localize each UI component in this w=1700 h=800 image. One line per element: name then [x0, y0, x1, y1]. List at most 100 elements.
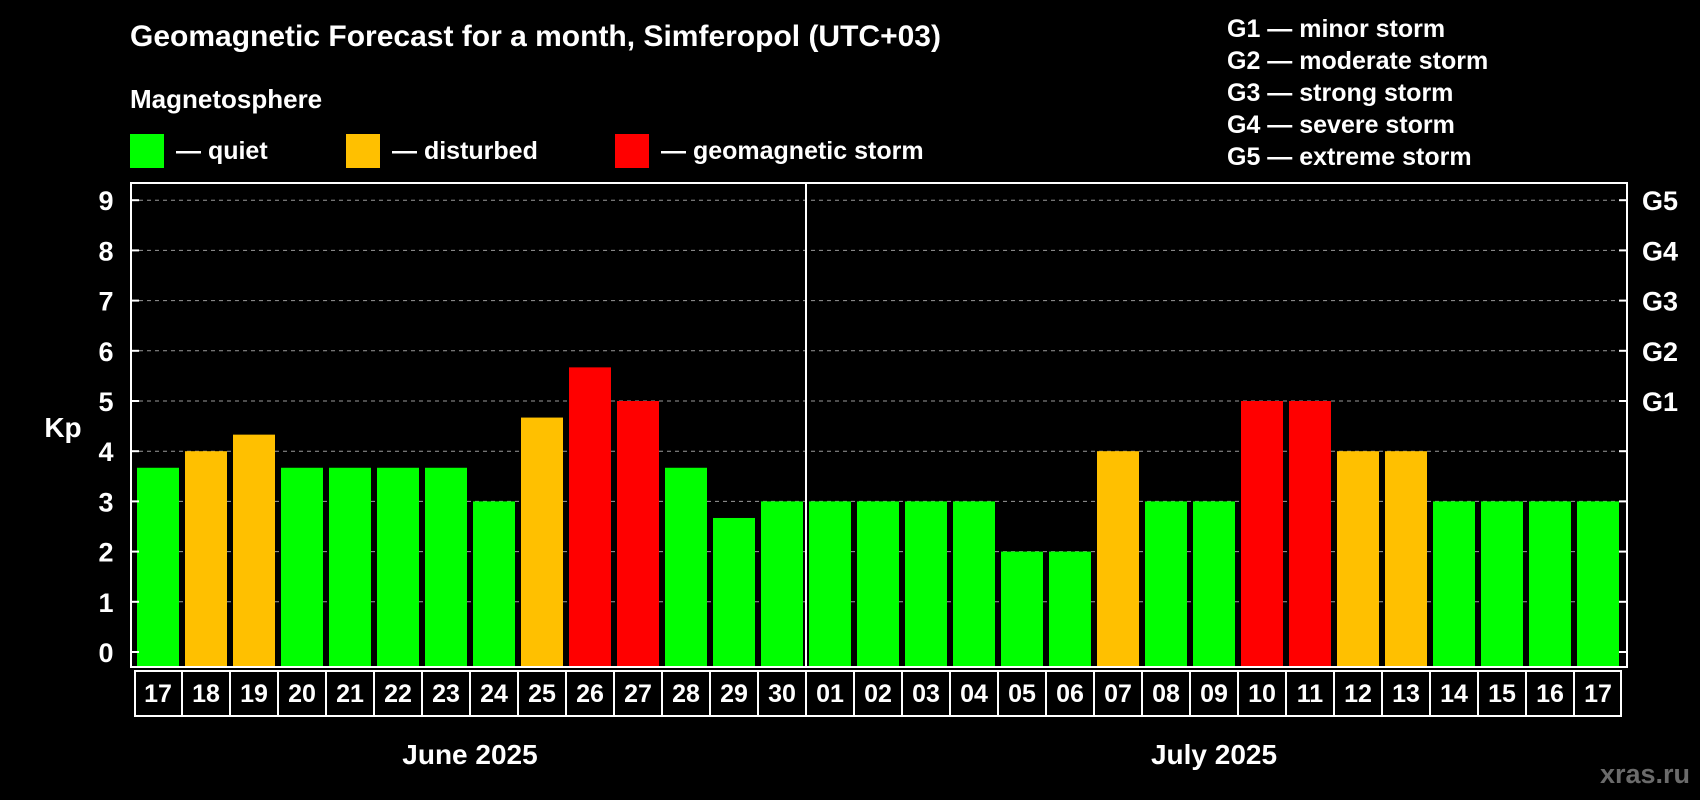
date-label: 26: [576, 680, 604, 708]
date-label: 03: [912, 680, 940, 708]
kp-bar: [1049, 551, 1091, 666]
storm-level-g2: G2 — moderate storm: [1227, 47, 1489, 75]
date-axis-box: [134, 670, 1622, 717]
kp-bar: [617, 401, 659, 666]
kp-bar: [857, 501, 899, 666]
kp-bar: [809, 501, 851, 666]
storm-level-label: G4: [1642, 236, 1678, 266]
date-label: 04: [960, 680, 988, 708]
chart-title: Geomagnetic Forecast for a month, Simfer…: [130, 20, 941, 53]
kp-bar: [1385, 451, 1427, 666]
date-label: 30: [768, 680, 796, 708]
kp-bar: [1097, 451, 1139, 666]
storm-level-label: G1: [1642, 387, 1678, 417]
storm-level-g1: G1 — minor storm: [1227, 15, 1446, 43]
date-label: 02: [864, 680, 892, 708]
kp-bar: [1433, 501, 1475, 666]
legend-title: Magnetosphere: [130, 84, 323, 114]
date-label: 13: [1392, 680, 1420, 708]
kp-bar: [425, 467, 467, 666]
legend-swatch-disturbed: [346, 134, 380, 168]
date-label: 09: [1200, 680, 1228, 708]
y-tick-label: 1: [98, 588, 113, 618]
date-label: 22: [384, 680, 412, 708]
storm-level-g5: G5 — extreme storm: [1227, 143, 1472, 171]
date-label: 07: [1104, 680, 1132, 708]
date-label: 12: [1344, 680, 1372, 708]
kp-bar: [1241, 401, 1283, 666]
kp-bar: [473, 501, 515, 666]
date-label: 23: [432, 680, 460, 708]
date-label: 17: [1584, 680, 1612, 708]
date-label: 15: [1488, 680, 1516, 708]
y-tick-label: 8: [98, 236, 113, 266]
legend-item-disturbed: — disturbed: [346, 134, 538, 168]
legend-label-quiet: — quiet: [176, 136, 268, 165]
date-label: 28: [672, 680, 700, 708]
kp-bar: [905, 501, 947, 666]
month-label: June 2025: [402, 739, 537, 770]
y-tick-label: 4: [98, 437, 113, 467]
y-tick-label: 2: [98, 538, 113, 568]
date-label: 25: [528, 680, 556, 708]
date-label: 29: [720, 680, 748, 708]
kp-bar: [665, 467, 707, 666]
legend-label-disturbed: — disturbed: [392, 136, 538, 165]
date-label: 24: [480, 680, 508, 708]
kp-bar: [521, 417, 563, 666]
kp-bar: [1337, 451, 1379, 666]
date-label: 18: [192, 680, 220, 708]
y-tick-label: 9: [98, 186, 113, 216]
storm-level-g3: G3 — strong storm: [1227, 79, 1454, 107]
legend-item-quiet: — quiet: [130, 134, 268, 168]
storm-level-label: G2: [1642, 337, 1678, 367]
kp-bar: [1289, 401, 1331, 666]
kp-bar: [761, 501, 803, 666]
date-label: 16: [1536, 680, 1564, 708]
kp-bar: [329, 467, 371, 666]
storm-level-label: G3: [1642, 287, 1678, 317]
legend-item-storm: — geomagnetic storm: [615, 134, 924, 168]
y-tick-label: 0: [98, 638, 113, 668]
kp-bar: [377, 467, 419, 666]
y-tick-label: 6: [98, 337, 113, 367]
date-label: 19: [240, 680, 268, 708]
storm-level-legend: G1 — minor storm G2 — moderate storm G3 …: [1227, 13, 1488, 173]
kp-bar: [713, 517, 755, 666]
date-label: 20: [288, 680, 316, 708]
kp-bar: [1001, 551, 1043, 666]
date-label: 14: [1440, 680, 1468, 708]
date-label: 06: [1056, 680, 1084, 708]
legend-swatch-storm: [615, 134, 649, 168]
date-label: 01: [816, 680, 844, 708]
month-label: July 2025: [1151, 739, 1277, 770]
y-axis-label: Kp: [44, 412, 81, 443]
date-label: 10: [1248, 680, 1276, 708]
legend-swatch-quiet: [130, 134, 164, 168]
watermark: xras.ru: [1599, 759, 1690, 789]
kp-bar: [953, 501, 995, 666]
storm-level-label: G5: [1642, 186, 1678, 216]
plot-frame: [130, 182, 1628, 668]
kp-bar: [1481, 501, 1523, 666]
y-tick-label: 3: [98, 487, 113, 517]
legend-label-storm: — geomagnetic storm: [661, 136, 924, 165]
y-tick-label: 5: [98, 387, 113, 417]
kp-bar: [281, 467, 323, 666]
date-label: 08: [1152, 680, 1180, 708]
kp-bar: [137, 467, 179, 666]
kp-bar: [1577, 501, 1619, 666]
kp-bar: [1145, 501, 1187, 666]
date-label: 17: [144, 680, 172, 708]
kp-bar: [233, 434, 275, 666]
storm-level-g4: G4 — severe storm: [1227, 111, 1455, 139]
kp-bar: [1529, 501, 1571, 666]
date-label: 05: [1008, 680, 1036, 708]
date-label: 27: [624, 680, 652, 708]
date-label: 11: [1297, 680, 1324, 708]
kp-bar: [185, 451, 227, 666]
y-tick-label: 7: [98, 287, 113, 317]
kp-bar: [1193, 501, 1235, 666]
kp-bar: [569, 367, 611, 666]
